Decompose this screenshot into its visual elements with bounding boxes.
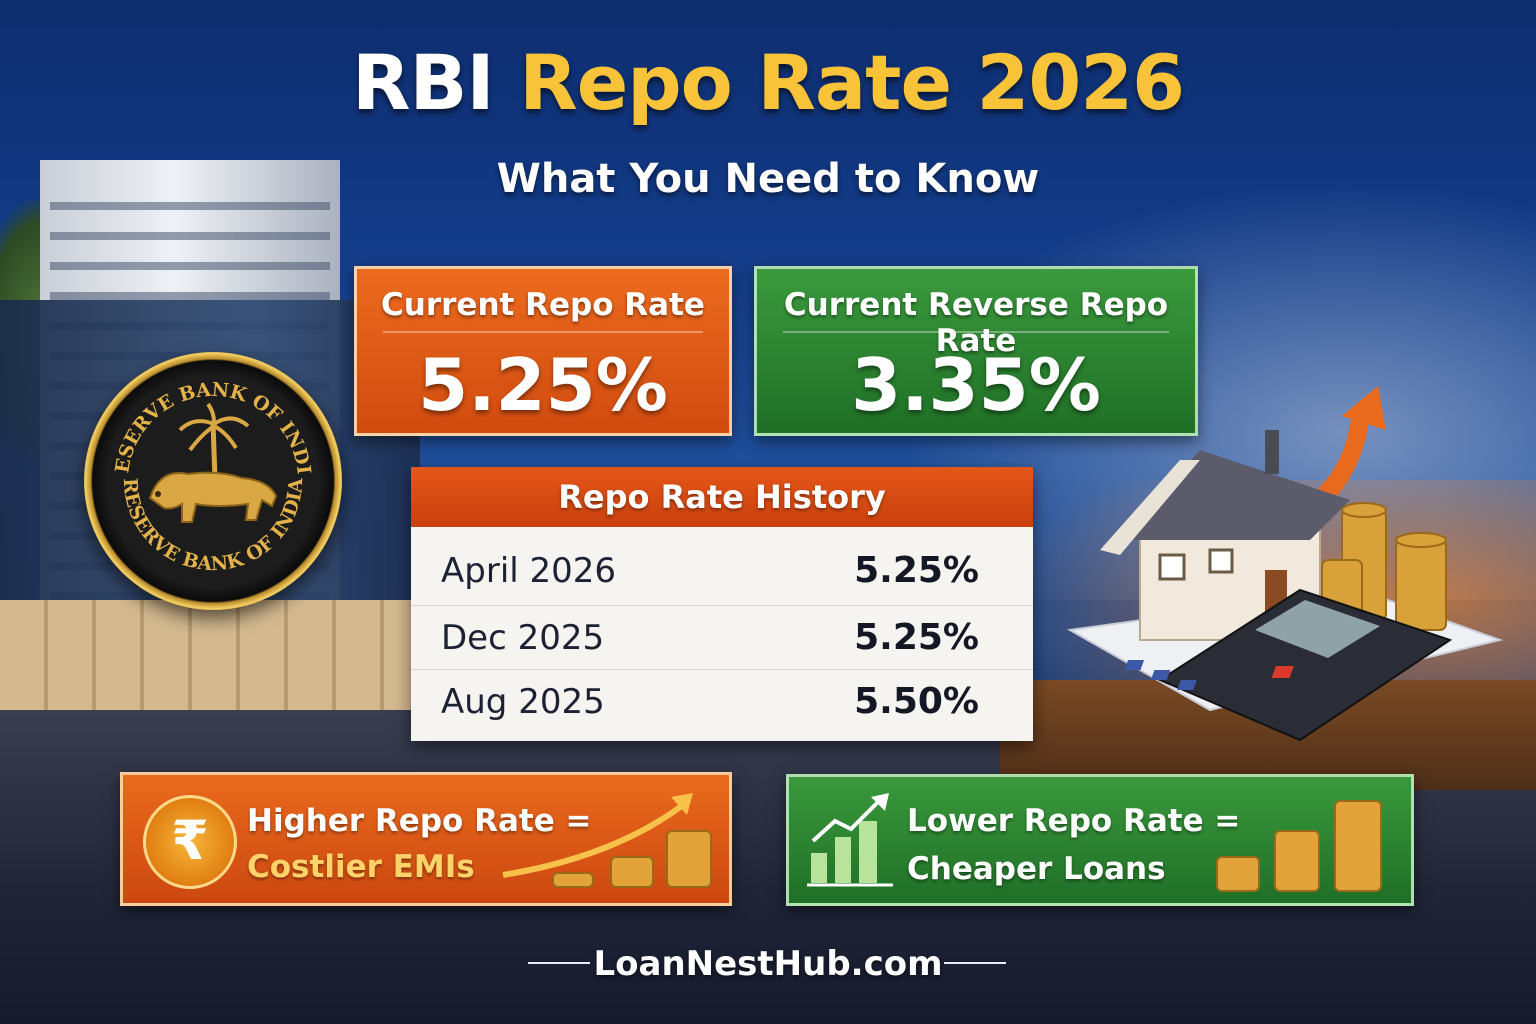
cheaper-loans-text: Cheaper Loans [907, 851, 1166, 887]
history-rate: 5.50% [854, 681, 979, 722]
svg-text:RESERVE BANK OF INDIA: RESERVE BANK OF INDIA [84, 352, 315, 476]
rbi-seal-logo: RESERVE BANK OF INDIA RESERVE BANK OF IN… [84, 352, 342, 610]
lower-repo-rate-text: Lower Repo Rate = [907, 803, 1241, 839]
history-row: April 2026 5.25% [411, 539, 1033, 603]
footer-site-name[interactable]: LoanNestHub.com [593, 944, 943, 984]
history-row: Aug 2025 5.50% [411, 669, 1033, 734]
history-period: April 2026 [441, 551, 617, 591]
current-reverse-repo-rate-value: 3.35% [851, 343, 1101, 427]
higher-repo-rate-text: Higher Repo Rate = [247, 803, 592, 839]
footer-rule-right [944, 962, 1006, 964]
current-repo-rate-card: Current Repo Rate 5.25% [354, 266, 732, 436]
repo-rate-history-table: Repo Rate History April 2026 5.25% Dec 2… [411, 467, 1033, 741]
footer-rule-left [528, 962, 590, 964]
current-reverse-repo-rate-card: Current Reverse Repo Rate 3.35% [754, 266, 1198, 436]
house-calculator-illustration [1060, 380, 1530, 770]
calculator-icon [1124, 588, 1453, 742]
title-repo-rate: Repo Rate 2026 [519, 38, 1185, 127]
bar-chart-up-icon [807, 793, 893, 887]
history-period: Dec 2025 [441, 618, 605, 658]
coin-stacks-icon [1216, 800, 1382, 892]
lower-repo-rate-banner: Lower Repo Rate = Cheaper Loans [786, 774, 1414, 906]
history-heading: Repo Rate History [411, 467, 1033, 527]
history-period: Aug 2025 [441, 682, 605, 722]
current-reverse-repo-rate-label: Current Reverse Repo Rate [783, 287, 1169, 359]
history-rate: 5.25% [854, 617, 979, 658]
page-subtitle: What You Need to Know [496, 156, 1040, 202]
history-rate: 5.25% [854, 550, 979, 591]
current-repo-rate-value: 5.25% [418, 343, 668, 427]
costlier-emis-text: Costlier EMIs [247, 849, 475, 885]
rbi-emblem-icon: RESERVE BANK OF INDIA RESERVE BANK OF IN… [84, 352, 315, 575]
current-repo-rate-label: Current Repo Rate [381, 287, 705, 323]
page-title: RBI Repo Rate 2026 [0, 38, 1536, 127]
rising-coins-icon [502, 793, 712, 888]
title-rbi: RBI [351, 38, 495, 127]
rupee-icon: ₹ [143, 795, 237, 889]
card-divider [783, 331, 1169, 333]
background-fence [0, 600, 420, 710]
coin-stacks-icon [1321, 502, 1447, 631]
seal-text-top: RESERVE BANK OF INDIA [84, 352, 315, 476]
card-divider [383, 331, 703, 333]
higher-repo-rate-banner: ₹ Higher Repo Rate = Costlier EMIs [120, 772, 732, 906]
history-row: Dec 2025 5.25% [411, 605, 1033, 670]
